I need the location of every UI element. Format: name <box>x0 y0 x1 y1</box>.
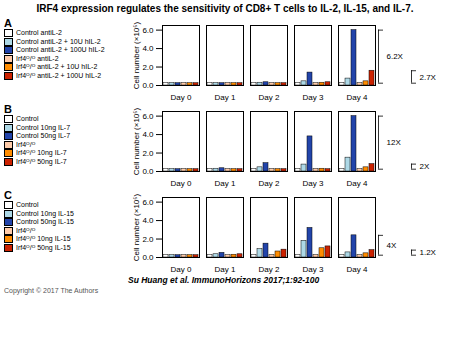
html-text:Su Huang et al. ImmunoHorizons: Su Huang et al. ImmunoHorizons 2017;1:92… <box>128 275 320 285</box>
html-text:Irf4ᴼ/ᴼ 10ng IL-7: Irf4ᴼ/ᴼ 10ng IL-7 <box>16 149 67 156</box>
svg-text:Day 3: Day 3 <box>303 265 324 274</box>
html-text:Copyright © 2017 The Authors: Copyright © 2017 The Authors <box>4 287 99 294</box>
svg-text:Day 2: Day 2 <box>259 179 280 188</box>
html-text:Control: Control <box>16 115 39 122</box>
svg-text:Day 0: Day 0 <box>171 179 192 188</box>
html-text:Control 50ng IL-7: Control 50ng IL-7 <box>16 132 71 139</box>
html-text:Control antiL-2: Control antiL-2 <box>16 29 62 36</box>
svg-text:Day 1: Day 1 <box>215 93 236 102</box>
html-text:Control 10ng IL-15: Control 10ng IL-15 <box>16 209 74 217</box>
html-text:Control 10ng IL-7: Control 10ng IL-7 <box>16 123 71 131</box>
svg-text:6.2X: 6.2X <box>387 52 404 61</box>
html-text:Control antiL-2 + 100U hIL-2: Control antiL-2 + 100U hIL-2 <box>16 46 105 53</box>
html-text:Irf4ᴼ/ᴼ: Irf4ᴼ/ᴼ <box>16 140 36 148</box>
svg-text:2.0: 2.0 <box>142 63 154 72</box>
svg-text:Day 2: Day 2 <box>259 93 280 102</box>
svg-text:Day 0: Day 0 <box>171 93 192 102</box>
html-text:Control: Control <box>16 201 39 208</box>
html-text:Irf4ᴼ/ᴼ 50ng IL-15: Irf4ᴼ/ᴼ 50ng IL-15 <box>16 243 71 251</box>
html-text:Irf4ᴼ/ᴼ antiL-2 + 10U hIL-2: Irf4ᴼ/ᴼ antiL-2 + 10U hIL-2 <box>16 63 98 70</box>
svg-text:Day 2: Day 2 <box>259 265 280 274</box>
html-text:Control antiL-2 + 10U hIL-2: Control antiL-2 + 10U hIL-2 <box>16 37 101 45</box>
html-text:IRF4 expression regulates the: IRF4 expression regulates the sensitivit… <box>36 3 414 14</box>
svg-text:6.0: 6.0 <box>142 26 154 35</box>
svg-text:2.0: 2.0 <box>142 149 154 158</box>
svg-text:4.0: 4.0 <box>142 130 154 139</box>
svg-text:Cell number (×10⁵): Cell number (×10⁵) <box>132 21 141 89</box>
svg-text:2.0: 2.0 <box>142 235 154 244</box>
svg-text:0.0: 0.0 <box>142 81 154 90</box>
html-text:Irf4ᴼ/ᴼ: Irf4ᴼ/ᴼ <box>16 226 36 234</box>
svg-text:Day 1: Day 1 <box>215 265 236 274</box>
svg-text:4.0: 4.0 <box>142 44 154 53</box>
svg-text:Day 4: Day 4 <box>347 265 368 274</box>
svg-text:Day 4: Day 4 <box>347 179 368 188</box>
svg-text:1.2X: 1.2X <box>420 248 437 257</box>
html-text:Irf4ᴼ/ᴼ antiL-2 + 100U hIL-2: Irf4ᴼ/ᴼ antiL-2 + 100U hIL-2 <box>16 71 102 79</box>
html-text:Irf4ᴼ/ᴼ 10ng IL-15: Irf4ᴼ/ᴼ 10ng IL-15 <box>16 235 71 242</box>
html-text:B: B <box>4 103 12 115</box>
svg-text:Day 3: Day 3 <box>303 179 324 188</box>
svg-text:Day 1: Day 1 <box>215 179 236 188</box>
html-text:A: A <box>4 17 12 29</box>
svg-text:2X: 2X <box>420 162 430 171</box>
svg-text:6.0: 6.0 <box>142 198 154 207</box>
svg-text:Day 0: Day 0 <box>171 265 192 274</box>
svg-text:2.7X: 2.7X <box>420 73 437 82</box>
svg-text:4.0: 4.0 <box>142 216 154 225</box>
svg-text:Cell number (×10⁵): Cell number (×10⁵) <box>132 193 141 261</box>
svg-text:6.0: 6.0 <box>142 112 154 121</box>
html-text:Control 50ng IL-15: Control 50ng IL-15 <box>16 218 74 225</box>
svg-text:Cell number (×10⁵): Cell number (×10⁵) <box>132 107 141 175</box>
html-text:Irf4ᴼ/ᴼ antiL-2: Irf4ᴼ/ᴼ antiL-2 <box>16 54 59 62</box>
html-text:Irf4ᴼ/ᴼ 50ng IL-7: Irf4ᴼ/ᴼ 50ng IL-7 <box>16 157 67 165</box>
svg-text:12X: 12X <box>387 138 402 147</box>
svg-text:0.0: 0.0 <box>142 167 154 176</box>
svg-text:4X: 4X <box>387 241 397 250</box>
svg-text:0.0: 0.0 <box>142 253 154 262</box>
html-text:C: C <box>4 189 12 201</box>
svg-text:Day 4: Day 4 <box>347 93 368 102</box>
svg-text:Day 3: Day 3 <box>303 93 324 102</box>
